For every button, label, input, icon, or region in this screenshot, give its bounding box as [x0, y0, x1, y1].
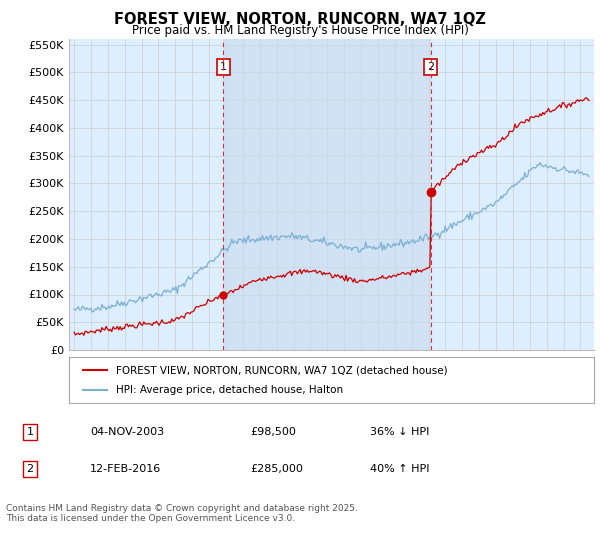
Text: £285,000: £285,000 — [250, 464, 303, 474]
Text: 36% ↓ HPI: 36% ↓ HPI — [370, 427, 430, 437]
Text: 2: 2 — [26, 464, 34, 474]
Text: Contains HM Land Registry data © Crown copyright and database right 2025.
This d: Contains HM Land Registry data © Crown c… — [6, 504, 358, 524]
Text: 04-NOV-2003: 04-NOV-2003 — [90, 427, 164, 437]
Text: 40% ↑ HPI: 40% ↑ HPI — [370, 464, 430, 474]
Text: FOREST VIEW, NORTON, RUNCORN, WA7 1QZ: FOREST VIEW, NORTON, RUNCORN, WA7 1QZ — [114, 12, 486, 27]
Text: 2: 2 — [427, 62, 434, 72]
Text: 12-FEB-2016: 12-FEB-2016 — [90, 464, 161, 474]
Text: 1: 1 — [26, 427, 34, 437]
Text: 1: 1 — [220, 62, 227, 72]
Text: FOREST VIEW, NORTON, RUNCORN, WA7 1QZ (detached house): FOREST VIEW, NORTON, RUNCORN, WA7 1QZ (d… — [116, 365, 448, 375]
Bar — [223, 39, 431, 350]
Text: Price paid vs. HM Land Registry's House Price Index (HPI): Price paid vs. HM Land Registry's House … — [131, 24, 469, 36]
Text: £98,500: £98,500 — [250, 427, 296, 437]
Text: HPI: Average price, detached house, Halton: HPI: Average price, detached house, Halt… — [116, 385, 343, 395]
